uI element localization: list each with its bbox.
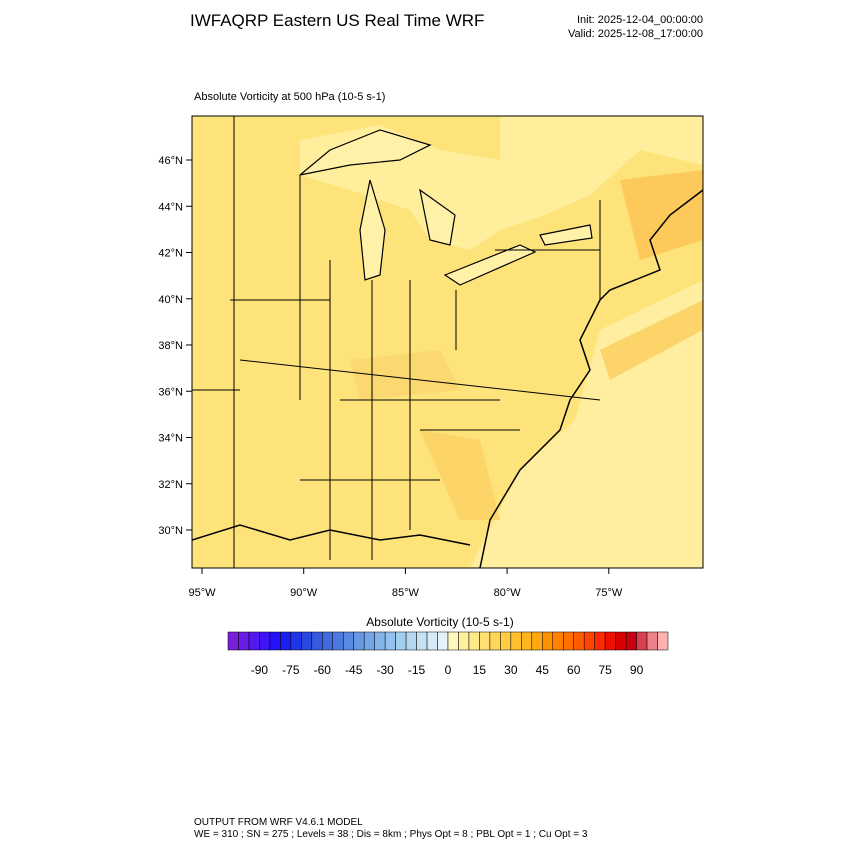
colorbar-swatch [353,631,365,651]
title: IWFAQRP Eastern US Real Time WRF [190,11,484,30]
colorbar-swatch [583,631,595,651]
colorbar-swatch [248,631,260,651]
lat-label: 32°N [158,479,183,491]
maine-max [620,170,703,260]
lake-michigan [359,179,386,281]
map-frame [191,115,704,569]
lon-label: 85°W [392,587,420,599]
colorbar-swatch [521,631,533,651]
colorbar-swatch [384,631,396,651]
colorbar-swatch [542,631,554,651]
colorbar-swatch [405,631,417,651]
lon-axis: 95°W 90°W 85°W 80°W 75°W [188,568,623,599]
colorbar-swatch [416,631,428,651]
colorbar-tick-label: 0 [445,663,452,677]
lat-label: 34°N [158,433,183,445]
colorbar-swatch [290,631,302,651]
colorbar-tick-label: -15 [408,663,426,677]
lake-ontario [539,224,593,246]
colorbar-swatch [363,631,375,651]
lat-label: 36°N [158,386,183,398]
map-subtitle: Absolute Vorticity at 500 hPa (10-5 s-1) [194,91,385,103]
colorbar-swatch [332,631,344,651]
colorbar-tick-label: 90 [630,663,644,677]
colorbar-swatch [510,631,522,651]
colorbar-swatch [657,631,669,651]
lat-label: 40°N [158,294,183,306]
colorbar-swatch [227,631,239,651]
lat-axis: 46°N 44°N 42°N 40°N 38°N 36°N 34°N 32°N 30°N [158,155,192,537]
colorbar-swatch [322,631,334,651]
lake-superior [299,129,432,176]
colorbar-swatch [562,631,574,651]
colorbar-swatch [259,631,271,651]
lat-label: 46°N [158,155,183,167]
colorbar-swatch [447,631,459,651]
colorbar-swatch [374,631,386,651]
lake-erie [443,244,537,286]
colorbar-swatch [301,631,313,651]
lon-label: 90°W [290,587,318,599]
lat-label: 42°N [158,248,183,260]
colorbar-swatch [594,631,606,651]
footer-line1: OUTPUT FROM WRF V4.6.1 MODEL [194,817,363,828]
lon-label: 75°W [595,587,623,599]
colorbar-tick-label: 30 [504,663,518,677]
colorbar-swatch [280,631,292,651]
init-time: Init: 2025-12-04_00:00:00 [577,14,703,26]
colorbar-tick-label: -60 [314,663,332,677]
colorbar-swatch [342,631,354,651]
colorbar-swatch [437,631,449,651]
colorbar-swatch [395,631,407,651]
colorbar-tick-label: -90 [251,663,269,677]
colorbar-swatch [573,631,585,651]
colorbar-swatch [479,631,491,651]
colorbar-tick-label: -30 [376,663,394,677]
colorbar-swatch [426,631,438,651]
lat-label: 38°N [158,340,183,352]
colorbar-tick-label: 75 [598,663,612,677]
colorbar-swatch [625,631,637,651]
colorbar-swatch [646,631,658,651]
colorbar-title: Absolute Vorticity (10-5 s-1) [366,615,513,629]
colorbar-swatch [489,631,501,651]
colorbar-swatch [311,631,323,651]
colorbar-tick-label: -45 [345,663,363,677]
colorbar-swatch [552,631,564,651]
colorbar-tick-label: 45 [536,663,550,677]
lon-label: 95°W [188,587,216,599]
colorbar-tick-label: -75 [282,663,300,677]
colorbar-swatch [636,631,648,651]
footer-line2: WE = 310 ; SN = 275 ; Levels = 38 ; Dis … [194,829,588,840]
lon-label: 80°W [494,587,522,599]
colorbar-swatch [269,631,281,651]
colorbar-tick-label: 60 [567,663,581,677]
colorbar-swatch [604,631,616,651]
colorbar-swatch [500,631,512,651]
colorbar-tick-label: 15 [473,663,487,677]
colorbar-swatch [238,631,250,651]
georgia-max [420,430,500,520]
map-field [192,116,703,568]
colorbar-swatch [615,631,627,651]
colorbar-swatch [468,631,480,651]
lake-huron [419,188,456,246]
state-borders [192,116,601,568]
lat-label: 44°N [158,201,183,213]
colorbar-swatch [458,631,470,651]
ocean-band [600,300,703,380]
kentucky-max [350,350,460,400]
colorbar: -90 -75 -60 -45 -30 -15 0 15 30 45 60 75 90 [227,631,669,677]
lat-label: 30°N [158,525,183,537]
valid-time: Valid: 2025-12-08_17:00:00 [568,28,703,40]
colorbar-swatch [531,631,543,651]
